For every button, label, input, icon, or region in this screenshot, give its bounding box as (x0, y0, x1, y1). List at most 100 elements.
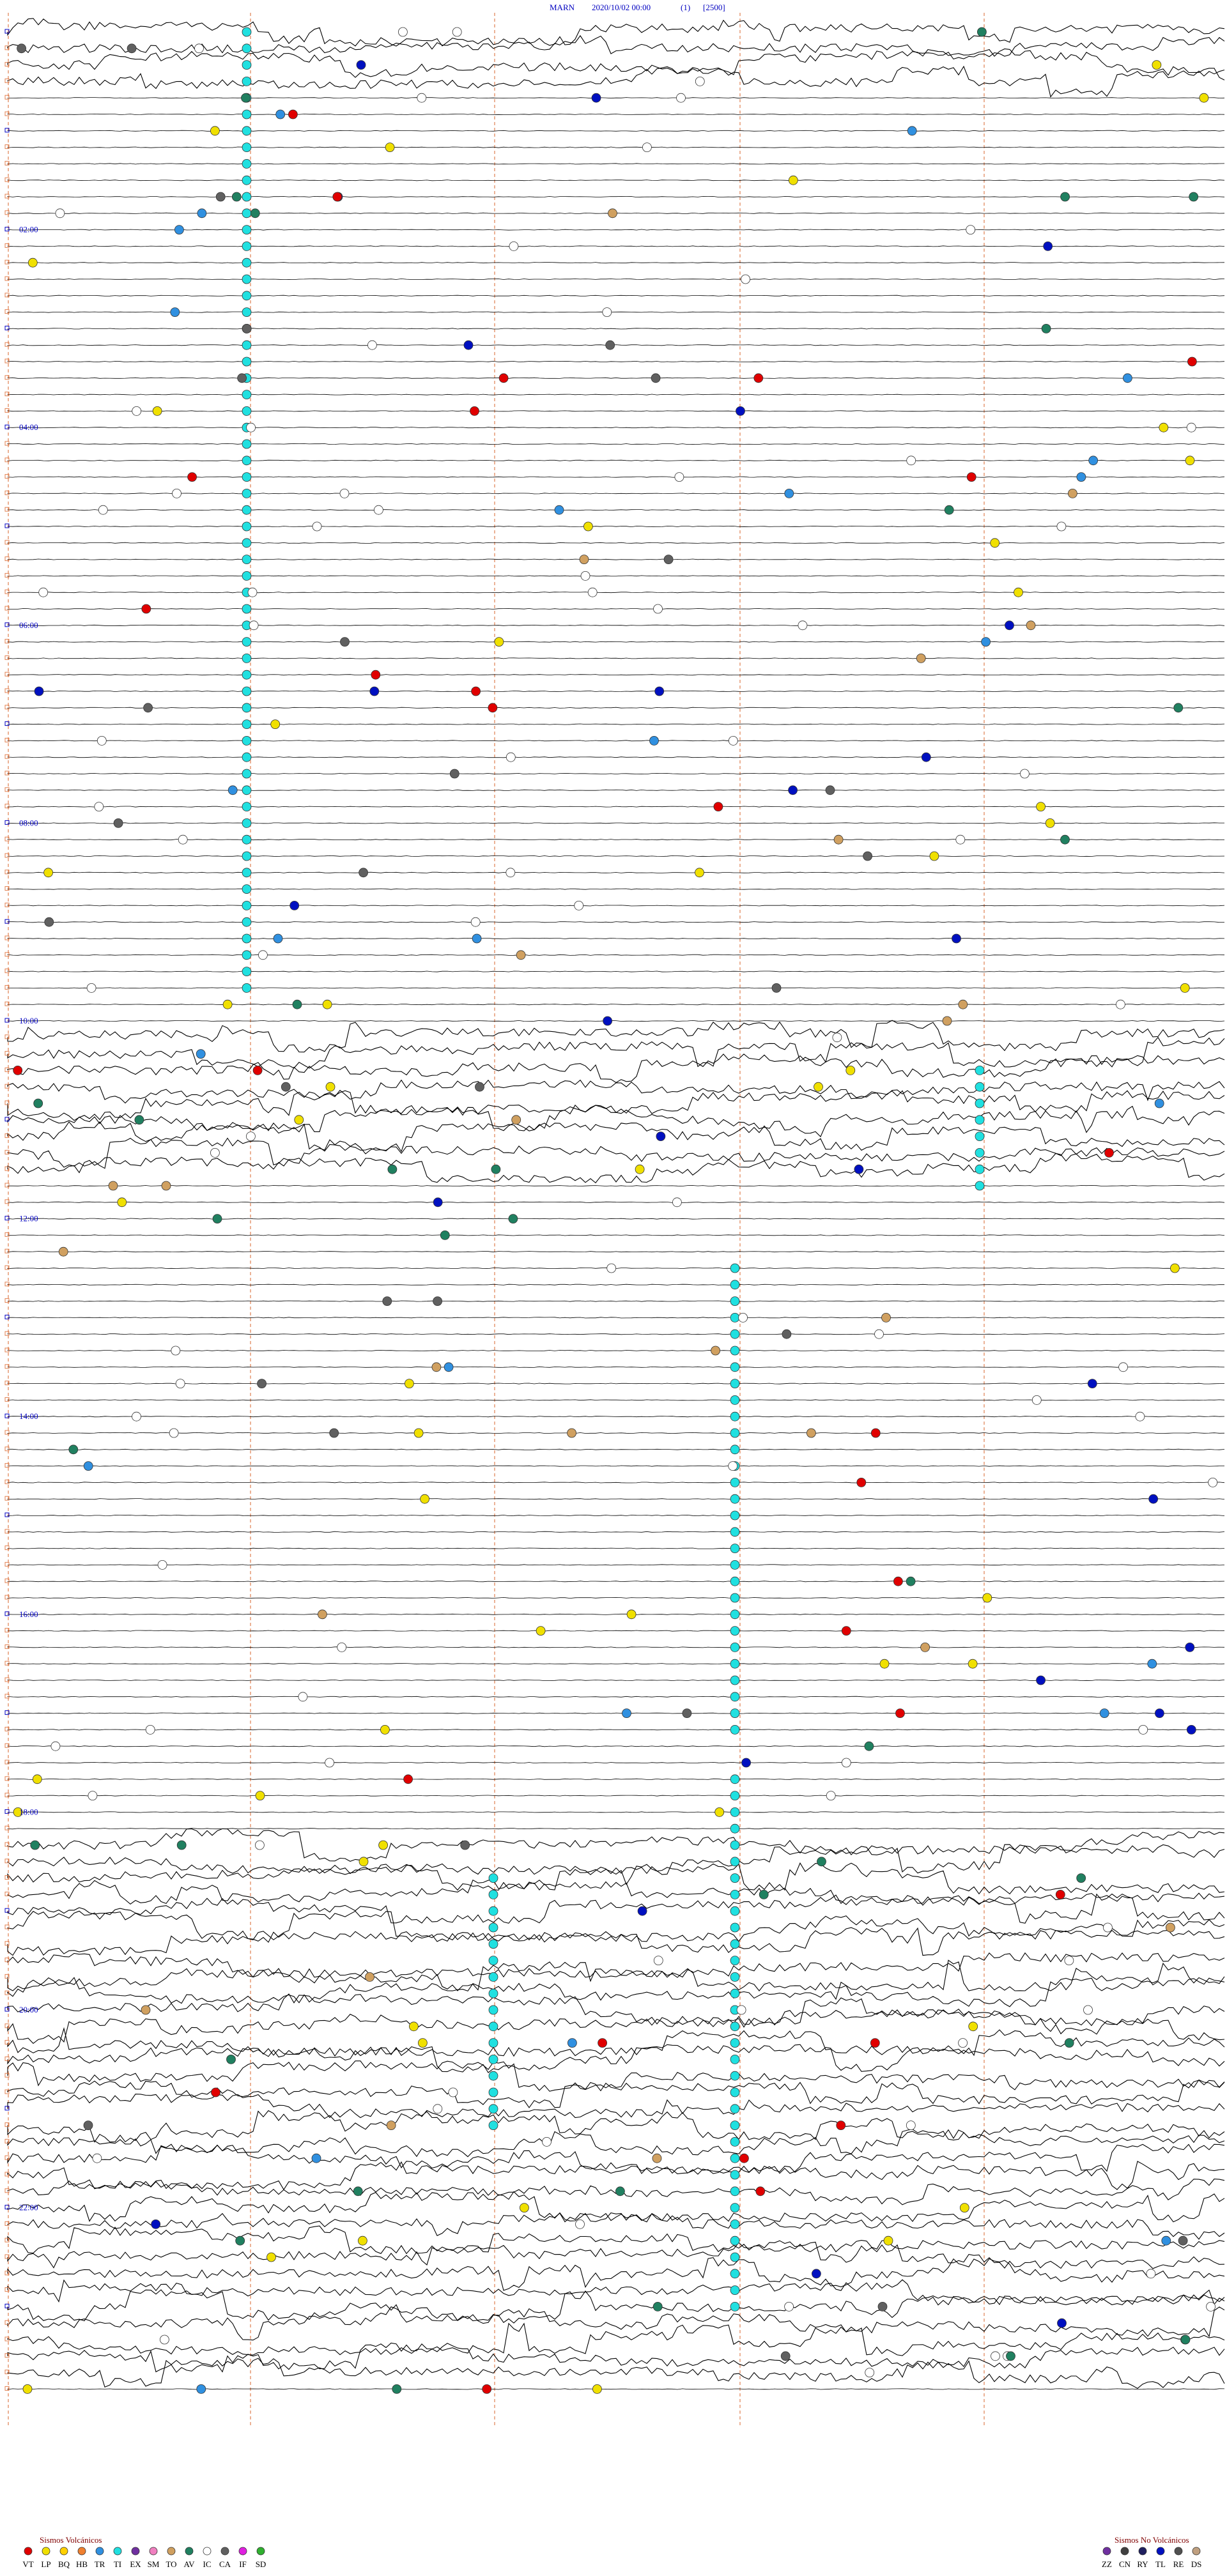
event-marker (695, 77, 705, 86)
event-marker (242, 274, 252, 284)
row-marker (4, 1611, 10, 1616)
event-marker (353, 2186, 363, 2196)
row-marker (4, 2254, 10, 2259)
event-marker (730, 1823, 740, 1834)
trace (7, 245, 1225, 247)
row-marker (4, 2172, 10, 2177)
event-marker (252, 1066, 263, 1075)
time-label: 14:00 (19, 1411, 38, 1421)
trace (7, 2110, 1225, 2143)
event-marker (1060, 192, 1070, 202)
event-marker (651, 373, 661, 383)
event-marker (652, 2153, 662, 2163)
trace (7, 1020, 1225, 1053)
event-marker (583, 521, 593, 532)
event-marker (714, 1807, 725, 1817)
event-marker (730, 1708, 740, 1719)
event-marker (242, 505, 252, 515)
trace (7, 2322, 1225, 2356)
row-marker (4, 45, 10, 50)
row-marker (4, 1759, 10, 1765)
event-marker (145, 1724, 155, 1735)
event-marker (488, 1939, 498, 1949)
event-marker (656, 1131, 666, 1141)
event-marker (242, 456, 252, 466)
row-marker (4, 1726, 10, 1731)
event-marker (242, 834, 252, 845)
row-marker (4, 1793, 10, 1798)
event-marker (865, 2368, 875, 2378)
event-marker (730, 1659, 740, 1669)
event-marker (674, 472, 684, 482)
event-marker (798, 620, 808, 631)
event-marker (27, 257, 38, 268)
event-marker (418, 2038, 428, 2048)
event-marker (730, 2153, 740, 2163)
event-marker (730, 1560, 740, 1570)
trace (7, 1448, 1225, 1450)
event-marker (730, 1362, 740, 1372)
event-marker (488, 2071, 498, 2081)
row-marker (4, 820, 10, 825)
event-marker (242, 291, 252, 301)
event-marker (958, 2038, 968, 2048)
trace (7, 839, 1224, 841)
event-marker (730, 1774, 740, 1784)
event-marker (498, 373, 509, 383)
row-marker (4, 935, 10, 940)
event-marker (488, 1922, 498, 1933)
event-marker (30, 1840, 40, 1850)
event-marker (339, 489, 350, 498)
row-marker (4, 1166, 10, 1171)
trace (7, 822, 1224, 824)
event-marker (488, 1972, 498, 1982)
row-marker (4, 787, 10, 792)
event-marker (317, 1609, 327, 1620)
event-marker (1185, 456, 1195, 466)
time-label: 22:00 (19, 2203, 38, 2212)
event-marker (440, 1230, 450, 1240)
event-marker (826, 1791, 836, 1801)
event-marker (159, 2334, 169, 2345)
event-marker (83, 2120, 93, 2131)
row-marker (4, 1776, 10, 1781)
event-marker (579, 555, 589, 564)
legend-swatch (203, 2547, 212, 2556)
event-marker (242, 868, 252, 878)
event-marker (567, 2038, 577, 2048)
row-marker (4, 622, 10, 627)
event-marker (1043, 241, 1053, 251)
event-marker (730, 2104, 740, 2114)
trace (7, 1879, 1225, 1906)
event-marker (88, 1791, 98, 1801)
legend-swatch (95, 2547, 104, 2556)
event-marker (242, 654, 252, 663)
row-marker (4, 671, 10, 677)
event-marker (143, 703, 153, 713)
event-marker (788, 785, 798, 795)
event-marker (488, 2005, 498, 2015)
event-marker (574, 901, 584, 910)
event-marker (958, 999, 968, 1009)
event-marker (784, 2301, 794, 2312)
legend-swatch (167, 2547, 176, 2556)
trace (7, 2358, 1225, 2389)
event-marker (730, 2203, 740, 2213)
event-marker (210, 1148, 220, 1158)
trace (7, 1646, 1225, 1648)
time-label: 10:00 (19, 1016, 38, 1025)
trace (7, 1333, 1225, 1335)
trace (7, 1079, 1225, 1104)
event-marker (730, 1263, 740, 1273)
event-marker (311, 2153, 321, 2163)
row-marker (4, 1183, 10, 1188)
event-marker (730, 1379, 740, 1389)
event-marker (637, 1906, 647, 1916)
event-marker (605, 340, 615, 350)
time-label: 18:00 (19, 1807, 38, 1816)
event-marker (1103, 1922, 1113, 1933)
trace (7, 2306, 1225, 2341)
row-marker (4, 358, 10, 364)
trace (7, 443, 1225, 445)
legend-code: SM (148, 2559, 160, 2569)
